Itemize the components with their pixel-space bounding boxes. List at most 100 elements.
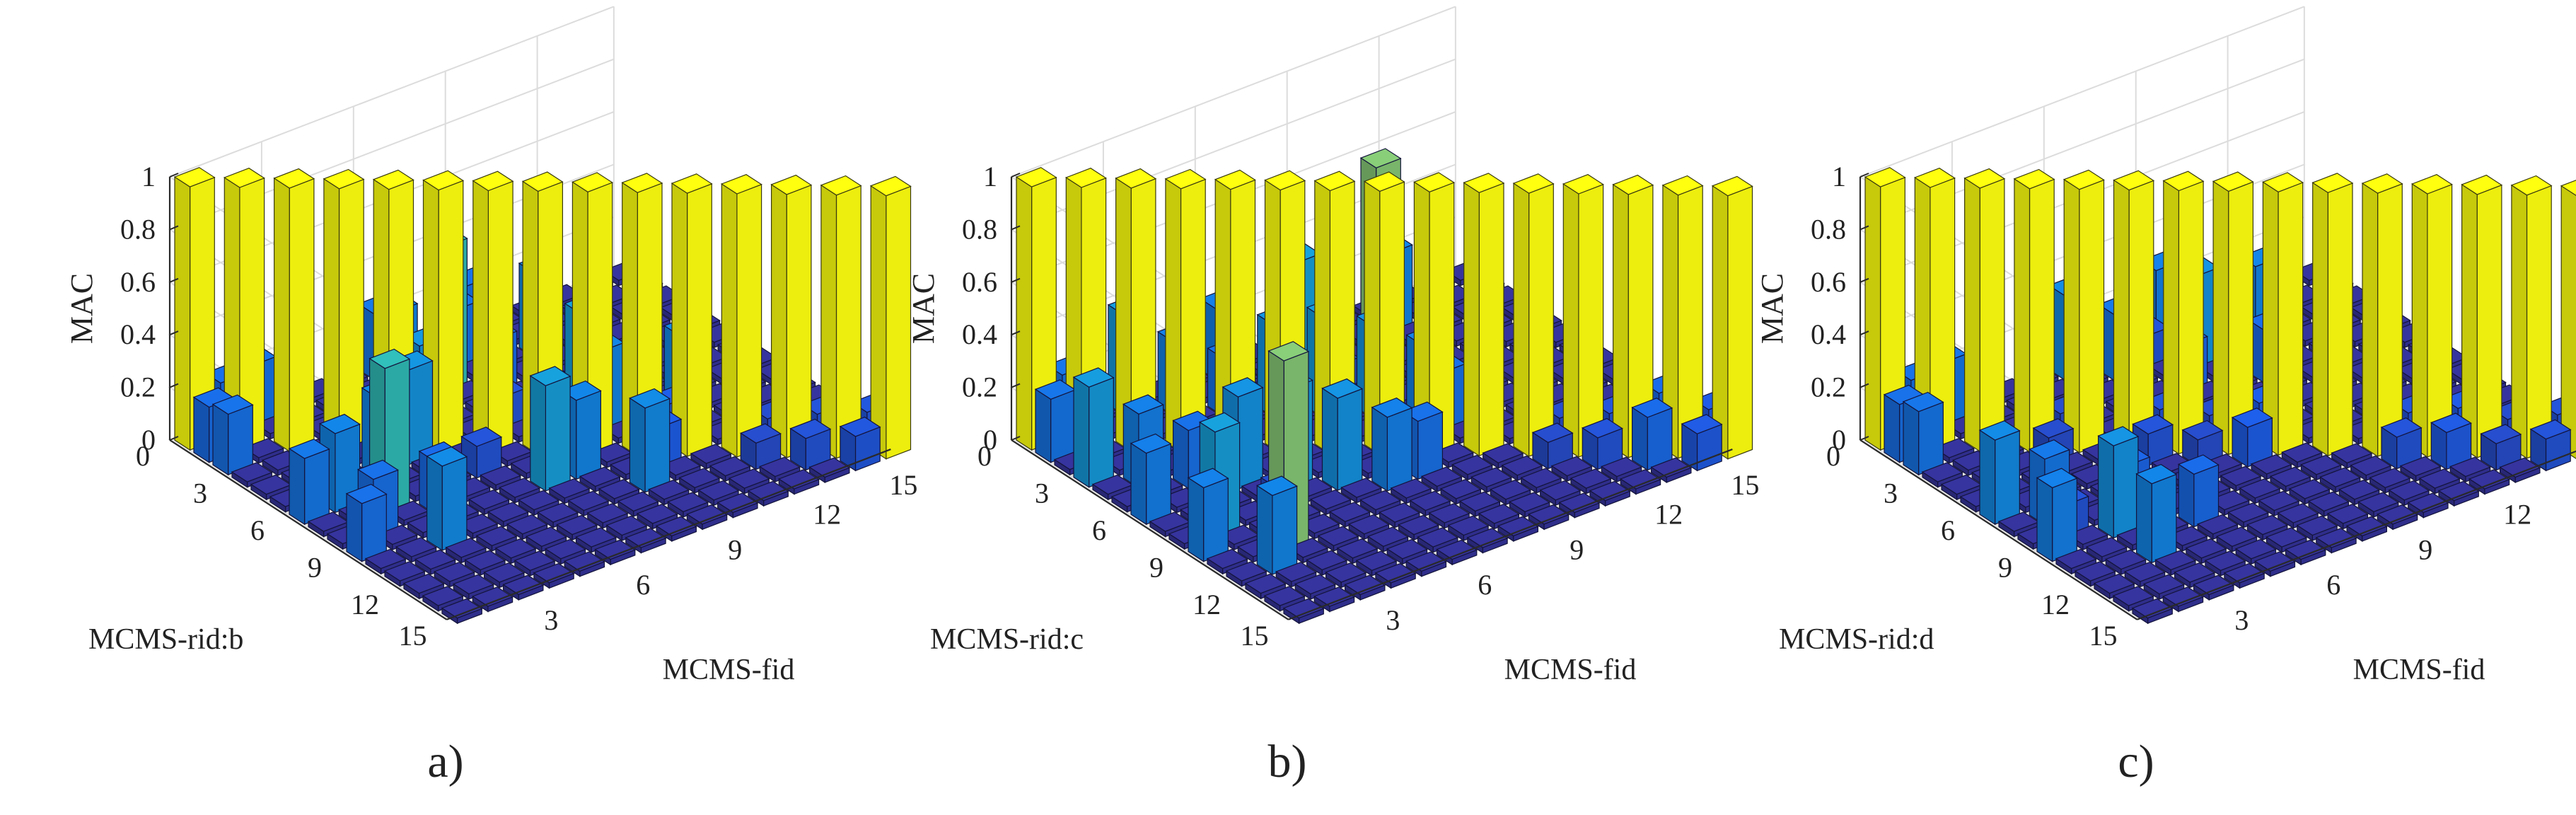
bar-r15-c11 [1589, 480, 1631, 507]
z-tick-label: 0.8 [962, 213, 997, 245]
bar-r12-c12 [720, 174, 762, 458]
bar-r13-c5 [525, 526, 567, 553]
x-tick-label: 9 [1149, 552, 1164, 584]
bar-r15-c15 [2560, 180, 2576, 459]
bar-r9-c9 [1413, 172, 1456, 456]
z-tick-label: 0.4 [1811, 318, 1846, 350]
y-tick-label: 9 [1570, 533, 1584, 565]
bar-r14-c14 [2510, 175, 2553, 459]
z-axis-label: MAC [906, 273, 941, 344]
bar-r15-c7 [2315, 528, 2357, 554]
bar-r4-c4 [2013, 168, 2055, 453]
bar-r12-c8 [598, 479, 640, 505]
x-tick-label: 6 [1941, 514, 1955, 546]
x-tick-label: 3 [193, 478, 207, 509]
bar-r3-c3 [1963, 168, 2006, 453]
bar-r12-c4 [1317, 526, 1359, 552]
y-axis-label: MCMS-fid [2353, 654, 2485, 686]
bar-r4-c1 [1072, 367, 1115, 488]
bar-r15-c5 [2253, 551, 2296, 577]
z-tick-label: 1 [983, 161, 997, 192]
bar-r15-c14 [2529, 419, 2572, 472]
bar-r13-c4 [2185, 538, 2227, 565]
bar-r6-c6 [2113, 170, 2155, 454]
bar-r3-c1 [211, 394, 254, 476]
x-axis-line [1011, 439, 1289, 620]
bar-r15-c9 [2377, 504, 2419, 531]
bar-r15-c6 [1436, 539, 1478, 566]
bar-r13-c3 [464, 550, 506, 577]
bar-r3-c3 [1115, 168, 1157, 453]
bar-r10-c10 [621, 173, 663, 457]
bar-r15-c6 [594, 539, 637, 566]
y-axis-label: MCMS-fid [663, 654, 795, 686]
bar-r10-c9 [2281, 442, 2323, 468]
x-tick-label: 9 [308, 552, 322, 584]
bar-r15-c7 [625, 528, 667, 554]
y-tick-label: 3 [544, 604, 558, 636]
bar-r3-c1 [1902, 391, 1944, 476]
bars [173, 167, 912, 625]
bars [1015, 148, 1753, 625]
x-tick-label: 15 [2089, 620, 2118, 652]
x-tick-label: 3 [1035, 478, 1049, 509]
bar-r10-c1 [2036, 468, 2078, 562]
x-axis-label: MCMS-rid:b [88, 623, 243, 656]
x-tick-label: 12 [2041, 589, 2070, 620]
bar-r12-c12 [2410, 174, 2453, 458]
y-axis-line [2137, 450, 2576, 620]
x-tick-label: 15 [1241, 620, 1269, 652]
bar-r15-c5 [563, 551, 605, 577]
y-tick-label: 15 [889, 469, 917, 501]
y-tick-label: 12 [1654, 499, 1683, 531]
bar-r2-c2 [1913, 168, 1956, 452]
x-tick-label: 0 [1826, 440, 1840, 472]
z-tick-label: 0.6 [962, 266, 997, 298]
bar-r15-c9 [1528, 504, 1570, 531]
bar-r12-c6 [537, 502, 579, 528]
y-tick-label: 12 [2503, 499, 2531, 531]
bars [1864, 167, 2576, 625]
bar-r8-c8 [2212, 171, 2254, 456]
bar-r12-c5 [506, 514, 548, 541]
bar-r1-c1 [1864, 167, 1906, 451]
bar-r15-c2 [471, 586, 514, 613]
panel-caption: c) [2118, 736, 2154, 787]
bar-r15-c13 [2499, 457, 2541, 484]
z-tick-label: 0.4 [120, 318, 156, 350]
bar-r10-c1 [1187, 468, 1229, 562]
bar-r9-c9 [2262, 172, 2304, 456]
chart-panel-2: 0 0.2 0.4 0.6 0.8 1 0 3 6 9 12 15 3 6 9 12 15 MAC MCMS-rid… [906, 6, 1759, 787]
bar-r11-c11 [1512, 173, 1555, 458]
bar-r13-c12 [1581, 417, 1623, 470]
z-tick-label: 0 [1832, 424, 1846, 456]
y-axis-label: MCMS-fid [1504, 654, 1637, 686]
panels: 0 0.2 0.4 0.6 0.8 1 0 3 6 9 12 15 3 6 9 12 15 MAC MCMS-rid… [64, 6, 2576, 787]
x-axis-label: MCMS-rid:d [1779, 623, 1934, 656]
bar-r15-c12 [2468, 469, 2510, 495]
bar-r12-c9 [629, 388, 671, 493]
bar-r12-c3 [2135, 463, 2178, 564]
y-tick-label: 6 [1478, 569, 1492, 601]
bar-r4-c1 [1921, 462, 1963, 488]
bar-r14-c6 [575, 527, 617, 553]
bar-r13-c12 [739, 423, 782, 470]
bar-r7-c1 [1978, 420, 2021, 526]
bar-r10-c3 [2097, 426, 2140, 539]
bar-r3-c3 [273, 168, 315, 453]
axis-text: 00.20.40.60.81036912153691215MACMCMS-rid… [1755, 161, 2531, 787]
bar-r13-c9 [648, 479, 690, 506]
bar-r13-c11 [709, 456, 751, 482]
z-tick-label: 0.6 [1811, 266, 1846, 298]
z-tick-label: 0.2 [1811, 371, 1846, 403]
bar-r15-c13 [1650, 457, 1693, 484]
x-tick-label: 9 [1998, 552, 2012, 584]
bar-r13-c7 [586, 503, 629, 529]
z-axis-label: MAC [64, 273, 99, 344]
y-tick-label: 3 [2234, 604, 2249, 636]
bar-r4-c4 [1164, 168, 1207, 453]
bar-r15-c8 [2345, 516, 2388, 543]
bar-r9-c8 [2231, 408, 2273, 468]
